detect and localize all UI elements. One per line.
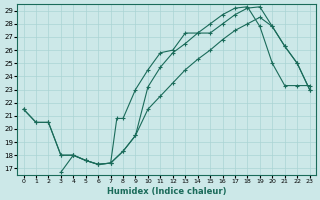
X-axis label: Humidex (Indice chaleur): Humidex (Indice chaleur) [107,187,226,196]
